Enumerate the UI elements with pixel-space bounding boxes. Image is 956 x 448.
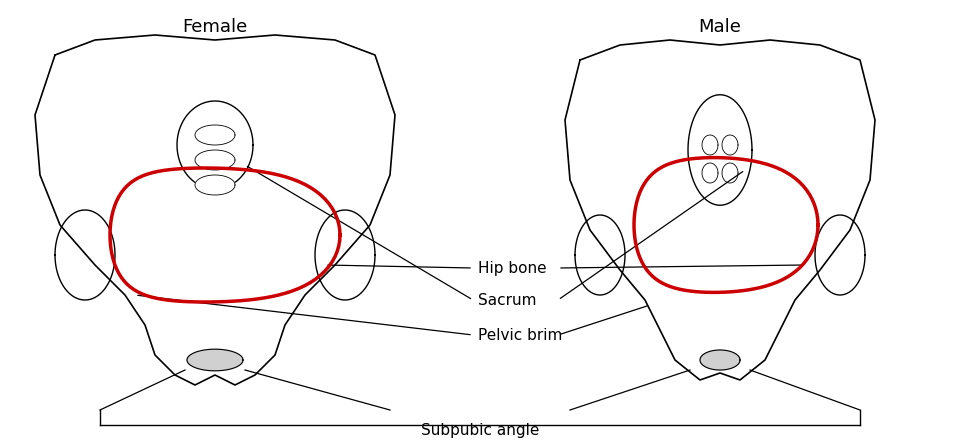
- Text: Subpubic angle: Subpubic angle: [421, 422, 539, 438]
- Text: Hip bone: Hip bone: [478, 260, 547, 276]
- Polygon shape: [702, 135, 718, 155]
- Text: Pelvic brim: Pelvic brim: [478, 327, 562, 343]
- Text: Male: Male: [699, 18, 742, 36]
- Polygon shape: [702, 163, 718, 183]
- Polygon shape: [700, 350, 740, 370]
- Polygon shape: [195, 150, 235, 170]
- Polygon shape: [722, 135, 738, 155]
- Text: Female: Female: [183, 18, 248, 36]
- Polygon shape: [722, 163, 738, 183]
- Polygon shape: [195, 125, 235, 145]
- Polygon shape: [195, 175, 235, 195]
- Polygon shape: [187, 349, 243, 371]
- Text: Sacrum: Sacrum: [478, 293, 536, 307]
